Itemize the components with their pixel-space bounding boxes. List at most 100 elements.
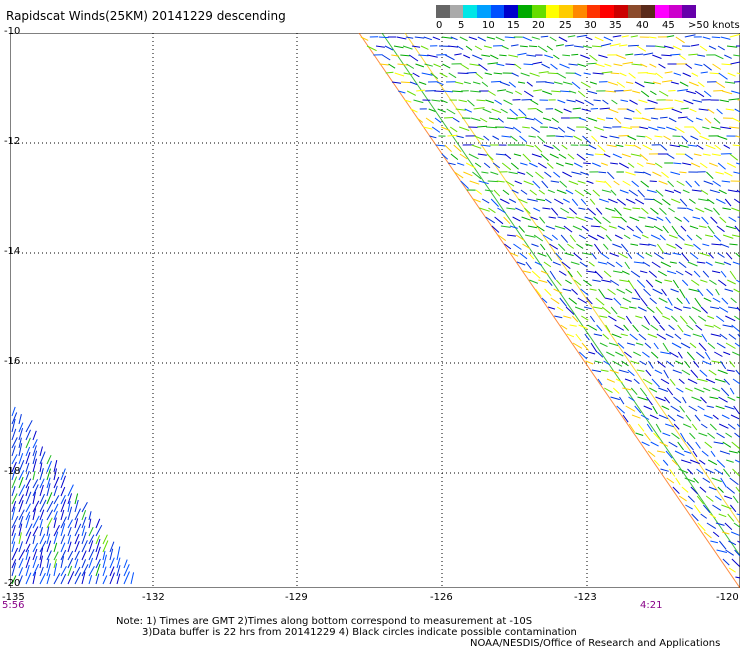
wind-vector-64 — [564, 44, 574, 47]
wind-vector-1194 — [712, 414, 719, 420]
wind-vector-442 — [555, 135, 565, 138]
wind-vector-1484 — [46, 558, 50, 569]
wind-vector-1317 — [735, 576, 740, 579]
wind-vector-688 — [488, 207, 496, 214]
wind-vector-585 — [652, 171, 662, 177]
legend-swatch-9 — [559, 5, 573, 18]
wind-vector-275 — [677, 89, 688, 92]
wind-vector-261 — [551, 90, 561, 93]
wind-vector-993 — [563, 315, 572, 319]
wind-vector-1355 — [46, 468, 51, 481]
wind-vector-579 — [598, 171, 607, 174]
wind-vector-657 — [473, 198, 481, 203]
wind-vector-223 — [553, 81, 563, 85]
wind-vector-915 — [655, 279, 663, 284]
wind-vector-1065 — [680, 342, 691, 349]
wind-vector-836 — [600, 252, 610, 260]
wind-vector-1008 — [698, 315, 707, 322]
wind-vector-960 — [649, 297, 657, 305]
wind-vector-939 — [661, 288, 667, 296]
wind-vector-535 — [492, 162, 501, 169]
wind-vector-127 — [397, 63, 408, 66]
wind-vector-1459 — [88, 540, 94, 553]
wind-vector-794 — [686, 234, 693, 241]
wind-vector-648 — [664, 189, 675, 193]
wind-vector-68 — [600, 43, 612, 47]
wind-vector-565 — [472, 171, 482, 180]
swath-edge-line-0 — [358, 33, 740, 588]
wind-vector-663 — [527, 198, 538, 202]
wind-vector-1506 — [81, 564, 89, 577]
wind-vector-497 — [441, 153, 449, 160]
wind-vector-830 — [546, 252, 553, 262]
wind-vector-182 — [538, 71, 549, 74]
wind-vector-558 — [699, 162, 708, 169]
wind-vector-63 — [555, 44, 564, 47]
wind-vector-1067 — [698, 342, 707, 352]
wind-vector-179 — [511, 72, 519, 77]
wind-vector-783 — [587, 234, 598, 241]
wind-vector-359 — [434, 117, 442, 124]
wind-vector-340 — [590, 108, 599, 110]
wind-vector-1026 — [677, 324, 684, 333]
wind-vector-974 — [583, 306, 592, 310]
legend-swatch-8 — [545, 5, 560, 18]
wind-vector-1462 — [109, 541, 115, 553]
wind-vector-691 — [515, 207, 524, 213]
wind-vector-1166 — [709, 396, 719, 400]
wind-vector-1311 — [716, 549, 728, 553]
wind-vector-504 — [504, 153, 512, 160]
lat-lon-grid — [10, 33, 740, 588]
wind-vector-409 — [566, 126, 576, 132]
wind-vector-569 — [508, 171, 518, 175]
wind-vector-122 — [715, 54, 724, 60]
wind-vector-1129 — [642, 378, 653, 385]
wind-vector-1071 — [734, 342, 740, 348]
wind-vector-826 — [510, 252, 519, 257]
wind-vector-1246 — [671, 459, 678, 466]
wind-vector-1030 — [713, 324, 721, 330]
wind-vector-164 — [730, 61, 740, 65]
wind-vector-532 — [465, 162, 476, 169]
map-title: Rapidscat Winds(25KM) 20141229 descendin… — [6, 9, 286, 23]
wind-vector-982 — [655, 306, 663, 315]
wind-vector-603 — [532, 180, 541, 189]
wind-vector-1422 — [18, 523, 23, 537]
wind-vector-1271 — [672, 486, 680, 495]
wind-vector-1139 — [732, 378, 740, 385]
wind-vector-1183 — [733, 405, 740, 415]
wind-vector-651 — [691, 189, 702, 192]
wind-vector-692 — [524, 207, 531, 214]
wind-vector-769 — [707, 225, 715, 235]
wind-vector-656 — [736, 189, 740, 194]
wind-vector-574 — [553, 171, 561, 178]
wind-vector-618 — [667, 180, 675, 188]
wind-vector-812 — [612, 243, 622, 248]
wind-vector-1016 — [587, 324, 598, 331]
wind-vector-23 — [567, 35, 576, 38]
wind-vector-1035 — [584, 333, 590, 341]
wind-vector-1514 — [18, 575, 23, 585]
wind-vector-403 — [512, 126, 522, 134]
wind-vector-611 — [604, 180, 612, 188]
wind-vector-8 — [432, 36, 441, 41]
wind-vector-41 — [729, 33, 740, 38]
wind-vector-302 — [584, 99, 594, 106]
wind-vector-604 — [541, 180, 549, 189]
wind-vector-1232 — [731, 441, 740, 450]
wind-vector-1101 — [684, 360, 691, 369]
wind-vector-805 — [549, 243, 559, 250]
wind-vector-608 — [577, 180, 586, 184]
wind-vector-811 — [603, 243, 609, 250]
time-label-left: 5:56 — [2, 600, 25, 611]
wind-vector-1098 — [657, 360, 666, 368]
wind-vector-1240 — [710, 450, 716, 457]
wind-vector-1060 — [635, 342, 644, 346]
wind-vector-1248 — [690, 459, 700, 465]
wind-vector-753 — [563, 225, 573, 233]
wind-vector-435 — [492, 135, 500, 140]
wind-vector-361 — [452, 117, 460, 123]
wind-vector-241 — [715, 81, 726, 89]
wind-vector-1353 — [32, 470, 36, 481]
wind-vector-954 — [595, 297, 605, 306]
